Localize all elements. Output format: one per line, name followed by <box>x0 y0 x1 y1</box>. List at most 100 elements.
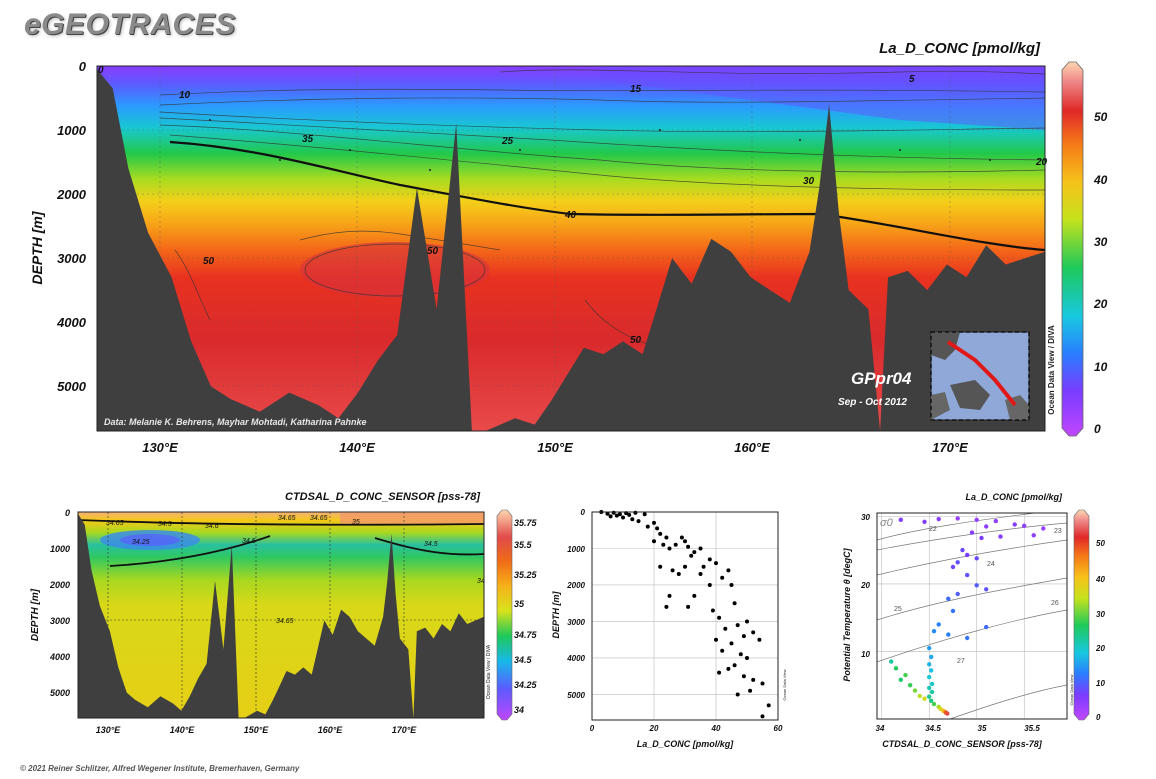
ts-point <box>912 688 918 693</box>
ts-point <box>936 622 941 627</box>
profile-point <box>614 513 619 518</box>
salinity-y-ticks: 0 1000 2000 3000 4000 5000 <box>49 508 70 698</box>
profile-x-tick: 60 <box>774 724 783 733</box>
ts-point <box>984 587 989 592</box>
main-surface-low-region <box>600 66 1045 130</box>
profile-point <box>729 583 734 587</box>
ts-point <box>974 583 979 588</box>
ts-colorbar-tick: 20 <box>1095 644 1105 653</box>
profile-x-ticks: 0 20 40 60 <box>590 724 783 733</box>
profile-point <box>741 634 746 639</box>
profile-point <box>686 544 691 549</box>
salinity-y-tick: 4000 <box>49 652 70 662</box>
profile-point <box>664 604 669 609</box>
profile-watermark: Ocean Data View <box>782 669 787 700</box>
ts-y-tick: 10 <box>861 650 870 659</box>
main-colorbar-tick: 30 <box>1094 235 1108 249</box>
profile-y-tick: 2000 <box>566 581 585 590</box>
profile-point <box>679 535 684 540</box>
ts-plot-frame <box>876 512 1068 720</box>
ts-x-tick: 34.5 <box>925 724 941 733</box>
salinity-colorbar-tick: 34 <box>514 705 524 715</box>
profile-point <box>667 593 672 598</box>
profile-point <box>642 512 647 517</box>
ts-point <box>927 662 932 667</box>
cruise-label: GPpr04 <box>851 369 912 388</box>
ts-x-ticks: 34 34.5 35 35.5 <box>876 724 1041 733</box>
profile-plot-frame <box>591 511 779 721</box>
main-y-tick: 2000 <box>56 187 87 202</box>
main-x-tick: 160°E <box>734 440 770 455</box>
main-y-axis-label: DEPTH [m] <box>29 210 45 284</box>
salinity-max-region <box>340 513 484 525</box>
profile-y-axis-label: DEPTH [m] <box>551 590 561 638</box>
ts-point <box>929 698 934 703</box>
profile-point <box>741 674 746 679</box>
salinity-chart-title: CTDSAL_D_CONC_SENSOR [pss-78] <box>285 491 480 503</box>
profile-point <box>735 623 740 628</box>
salinity-contour-label: 35 <box>352 519 360 526</box>
profile-point <box>652 539 656 544</box>
main-plot-frame <box>96 65 1046 432</box>
salinity-colorbar-tick: 34.5 <box>514 655 533 665</box>
ts-point <box>922 519 927 524</box>
ts-x-axis-label: CTDSAL_D_CONC_SENSOR [pss-78] <box>882 739 1043 749</box>
ts-point <box>929 654 934 660</box>
ts-colorbar-tick: 0 <box>1096 713 1101 722</box>
profile-point <box>729 641 734 646</box>
profile-y-tick: 4000 <box>566 654 585 663</box>
salinity-contour-label: 34.5 <box>424 541 438 548</box>
salinity-y-tick: 1000 <box>50 544 70 554</box>
profile-point <box>751 630 756 635</box>
ts-colorbar-tick: 50 <box>1096 539 1105 548</box>
ts-point <box>965 572 970 578</box>
ts-point <box>955 516 960 521</box>
profile-point <box>698 546 703 551</box>
profile-point <box>714 561 718 566</box>
main-y-tick: 0 <box>79 59 87 74</box>
ts-watermark: Ocean Data View <box>1069 674 1074 705</box>
profile-point <box>673 542 678 547</box>
main-colorbar <box>1061 61 1084 437</box>
main-contour-label: 0 <box>98 65 104 76</box>
ts-point <box>922 696 927 701</box>
ts-sigma-label: σ0 <box>880 517 894 529</box>
salinity-contour-label: 34.65 <box>106 520 124 527</box>
ts-point <box>929 668 934 673</box>
ts-y-ticks: 10 20 30 <box>860 513 870 659</box>
profile-point <box>766 703 771 708</box>
ts-point <box>908 683 913 688</box>
salinity-x-tick: 140°E <box>170 725 196 735</box>
salinity-y-axis-label: DEPTH [m] <box>30 588 41 641</box>
salinity-colorbar-tick: 35.5 <box>514 540 533 550</box>
salinity-contour-label: 34 <box>477 578 485 585</box>
main-section-chart: 0 5 10 15 25 20 30 35 40 50 50 50 0 1000… <box>29 40 1108 455</box>
ts-point <box>903 672 908 678</box>
profile-point <box>760 714 765 719</box>
ts-point <box>893 666 899 671</box>
main-sample-dots <box>209 119 991 171</box>
profile-point <box>717 615 722 620</box>
profile-point <box>633 510 638 515</box>
ts-isopycnal-label: 22 <box>929 526 937 533</box>
ts-point <box>965 635 970 641</box>
profile-point <box>652 520 656 525</box>
profile-point <box>710 608 715 613</box>
salinity-colorbar-tick: 34.75 <box>514 630 538 640</box>
main-colorbar-ticks: 0 10 20 30 40 50 <box>1093 110 1108 436</box>
profile-point <box>645 524 650 529</box>
profile-point <box>738 652 743 657</box>
main-contour-label: 5 <box>909 74 915 85</box>
profile-point <box>683 539 687 544</box>
profile-point <box>760 681 765 686</box>
profile-point <box>686 604 691 609</box>
ts-x-tick: 34 <box>876 724 885 733</box>
profile-point <box>621 515 625 520</box>
main-x-tick: 140°E <box>339 440 375 455</box>
profile-point <box>676 572 681 576</box>
main-colorbar-tick: 10 <box>1094 360 1108 374</box>
inset-map <box>930 331 1030 421</box>
profile-x-tick: 40 <box>711 724 721 733</box>
profile-point <box>701 564 706 569</box>
ts-point <box>936 516 941 522</box>
